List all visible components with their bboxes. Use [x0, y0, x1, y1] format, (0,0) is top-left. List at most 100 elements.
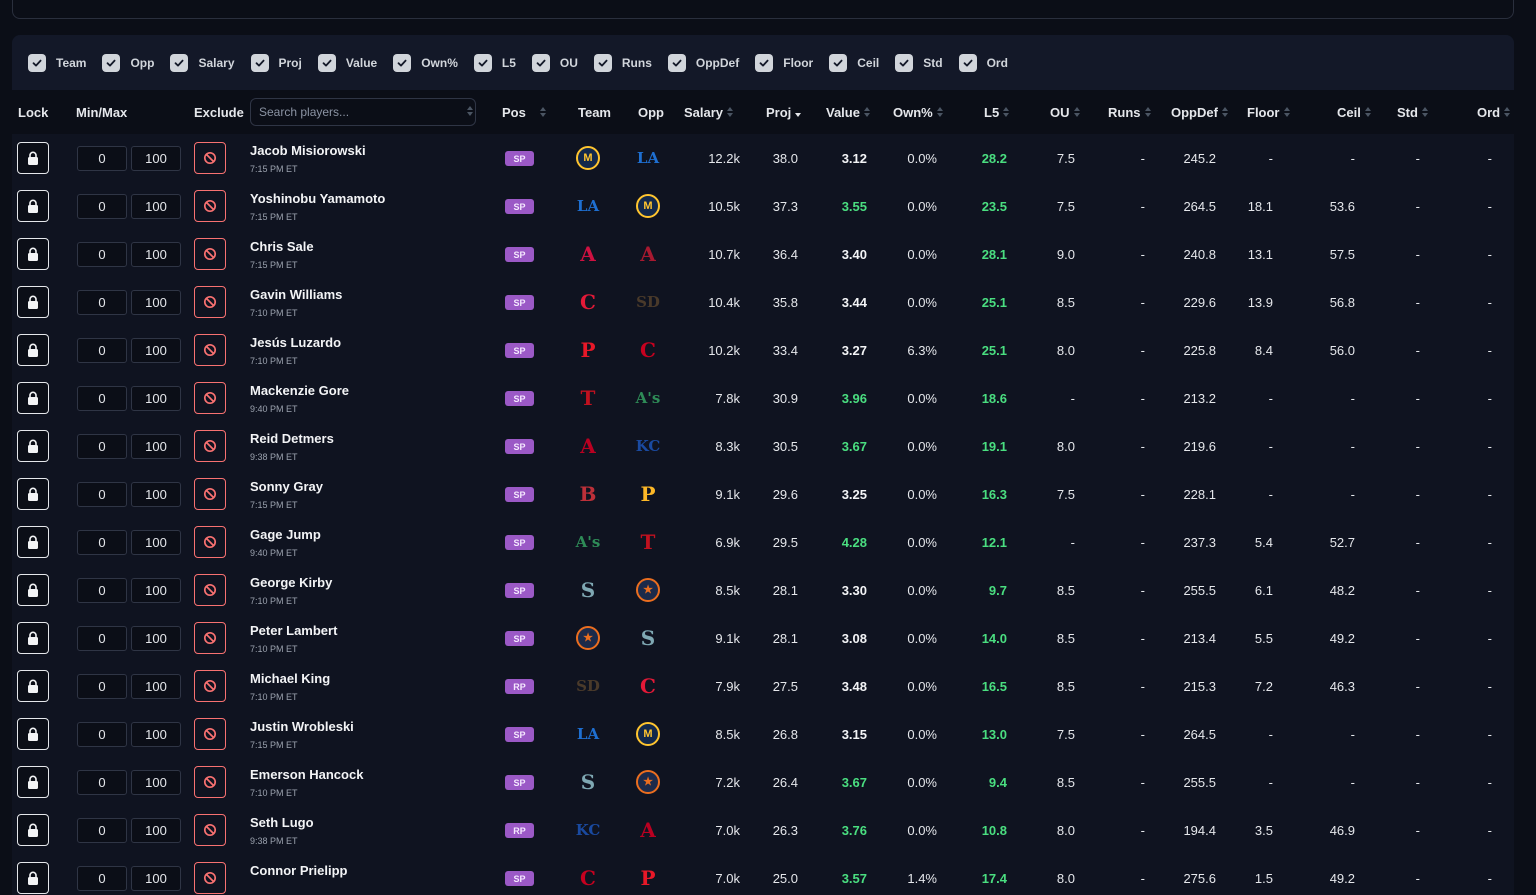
sort-icon[interactable] — [936, 107, 943, 117]
toggle-value[interactable]: Value — [317, 53, 377, 72]
exclude-button[interactable] — [194, 670, 226, 702]
toggle-l5[interactable]: L5 — [473, 53, 516, 72]
sort-icon[interactable] — [863, 107, 870, 117]
max-input[interactable]: 100 — [131, 626, 181, 651]
header-salary[interactable]: Salary — [684, 90, 734, 134]
player-name[interactable]: Michael King — [250, 671, 331, 686]
header-team[interactable]: Team — [578, 90, 611, 134]
min-input[interactable]: 0 — [77, 386, 127, 411]
min-input[interactable]: 0 — [77, 674, 127, 699]
exclude-button[interactable] — [194, 286, 226, 318]
header-value[interactable]: Value — [826, 90, 870, 134]
max-input[interactable]: 100 — [131, 386, 181, 411]
lock-button[interactable] — [17, 334, 49, 366]
max-input[interactable]: 100 — [131, 146, 181, 171]
toggle-ceil[interactable]: Ceil — [829, 53, 879, 72]
sort-icon[interactable] — [1283, 107, 1290, 117]
lock-button[interactable] — [17, 670, 49, 702]
sort-icon[interactable] — [467, 106, 473, 116]
header-floor[interactable]: Floor — [1247, 90, 1290, 134]
max-input[interactable]: 100 — [131, 578, 181, 603]
exclude-button[interactable] — [194, 718, 226, 750]
player-name[interactable]: Emerson Hancock — [250, 767, 364, 782]
player-name[interactable]: Yoshinobu Yamamoto — [250, 191, 386, 206]
toggle-std[interactable]: Std — [895, 53, 943, 72]
sort-icon[interactable] — [795, 107, 802, 117]
checkbox-checked-icon[interactable] — [755, 53, 774, 72]
checkbox-checked-icon[interactable] — [958, 53, 977, 72]
exclude-button[interactable] — [194, 526, 226, 558]
min-input[interactable]: 0 — [77, 770, 127, 795]
exclude-button[interactable] — [194, 190, 226, 222]
max-input[interactable]: 100 — [131, 818, 181, 843]
sort-icon[interactable] — [1221, 107, 1228, 117]
header-ou[interactable]: OU — [1050, 90, 1080, 134]
min-input[interactable]: 0 — [77, 722, 127, 747]
toggle-oppdef[interactable]: OppDef — [667, 53, 739, 72]
min-input[interactable]: 0 — [77, 818, 127, 843]
checkbox-checked-icon[interactable] — [895, 53, 914, 72]
toggle-opp[interactable]: Opp — [102, 53, 154, 72]
lock-button[interactable] — [17, 718, 49, 750]
header-own[interactable]: Own% — [893, 90, 943, 134]
max-input[interactable]: 100 — [131, 770, 181, 795]
checkbox-checked-icon[interactable] — [317, 53, 336, 72]
lock-button[interactable] — [17, 766, 49, 798]
sort-icon[interactable] — [1364, 107, 1371, 117]
lock-button[interactable] — [17, 430, 49, 462]
max-input[interactable]: 100 — [131, 866, 181, 891]
search-input[interactable] — [250, 98, 476, 126]
player-name[interactable]: Sonny Gray — [250, 479, 323, 494]
min-input[interactable]: 0 — [77, 242, 127, 267]
lock-button[interactable] — [17, 142, 49, 174]
exclude-button[interactable] — [194, 430, 226, 462]
toggle-team[interactable]: Team — [28, 53, 86, 72]
toggle-runs[interactable]: Runs — [593, 53, 652, 72]
header-opp[interactable]: Opp — [638, 90, 664, 134]
max-input[interactable]: 100 — [131, 338, 181, 363]
player-name[interactable]: Connor Prielipp — [250, 863, 348, 878]
lock-button[interactable] — [17, 382, 49, 414]
max-input[interactable]: 100 — [131, 242, 181, 267]
lock-button[interactable] — [17, 622, 49, 654]
lock-button[interactable] — [17, 574, 49, 606]
toggle-ord[interactable]: Ord — [958, 53, 1008, 72]
checkbox-checked-icon[interactable] — [593, 53, 612, 72]
lock-button[interactable] — [17, 814, 49, 846]
toggle-floor[interactable]: Floor — [755, 53, 813, 72]
max-input[interactable]: 100 — [131, 530, 181, 555]
checkbox-checked-icon[interactable] — [667, 53, 686, 72]
min-input[interactable]: 0 — [77, 434, 127, 459]
toggle-ou[interactable]: OU — [531, 53, 578, 72]
exclude-button[interactable] — [194, 334, 226, 366]
exclude-button[interactable] — [194, 478, 226, 510]
exclude-button[interactable] — [194, 766, 226, 798]
toggle-salary[interactable]: Salary — [170, 53, 235, 72]
min-input[interactable]: 0 — [77, 338, 127, 363]
player-name[interactable]: Mackenzie Gore — [250, 383, 349, 398]
checkbox-checked-icon[interactable] — [28, 53, 46, 72]
header-pos[interactable]: Pos — [502, 90, 546, 134]
header-ceil[interactable]: Ceil — [1337, 90, 1371, 134]
player-name[interactable]: Chris Sale — [250, 239, 314, 254]
checkbox-checked-icon[interactable] — [393, 53, 412, 72]
max-input[interactable]: 100 — [131, 194, 181, 219]
checkbox-checked-icon[interactable] — [473, 53, 492, 72]
lock-button[interactable] — [17, 862, 49, 894]
min-input[interactable]: 0 — [77, 530, 127, 555]
lock-button[interactable] — [17, 190, 49, 222]
sort-icon[interactable] — [1144, 107, 1151, 117]
max-input[interactable]: 100 — [131, 434, 181, 459]
toggle-proj[interactable]: Proj — [250, 53, 302, 72]
header-l5[interactable]: L5 — [984, 90, 1010, 134]
min-input[interactable]: 0 — [77, 866, 127, 891]
player-name[interactable]: Jacob Misiorowski — [250, 143, 366, 158]
header-proj[interactable]: Proj — [766, 90, 802, 134]
player-name[interactable]: Reid Detmers — [250, 431, 334, 446]
sort-icon[interactable] — [1003, 107, 1010, 117]
checkbox-checked-icon[interactable] — [170, 53, 189, 72]
player-name[interactable]: Gage Jump — [250, 527, 321, 542]
lock-button[interactable] — [17, 238, 49, 270]
max-input[interactable]: 100 — [131, 290, 181, 315]
player-name[interactable]: Seth Lugo — [250, 815, 314, 830]
